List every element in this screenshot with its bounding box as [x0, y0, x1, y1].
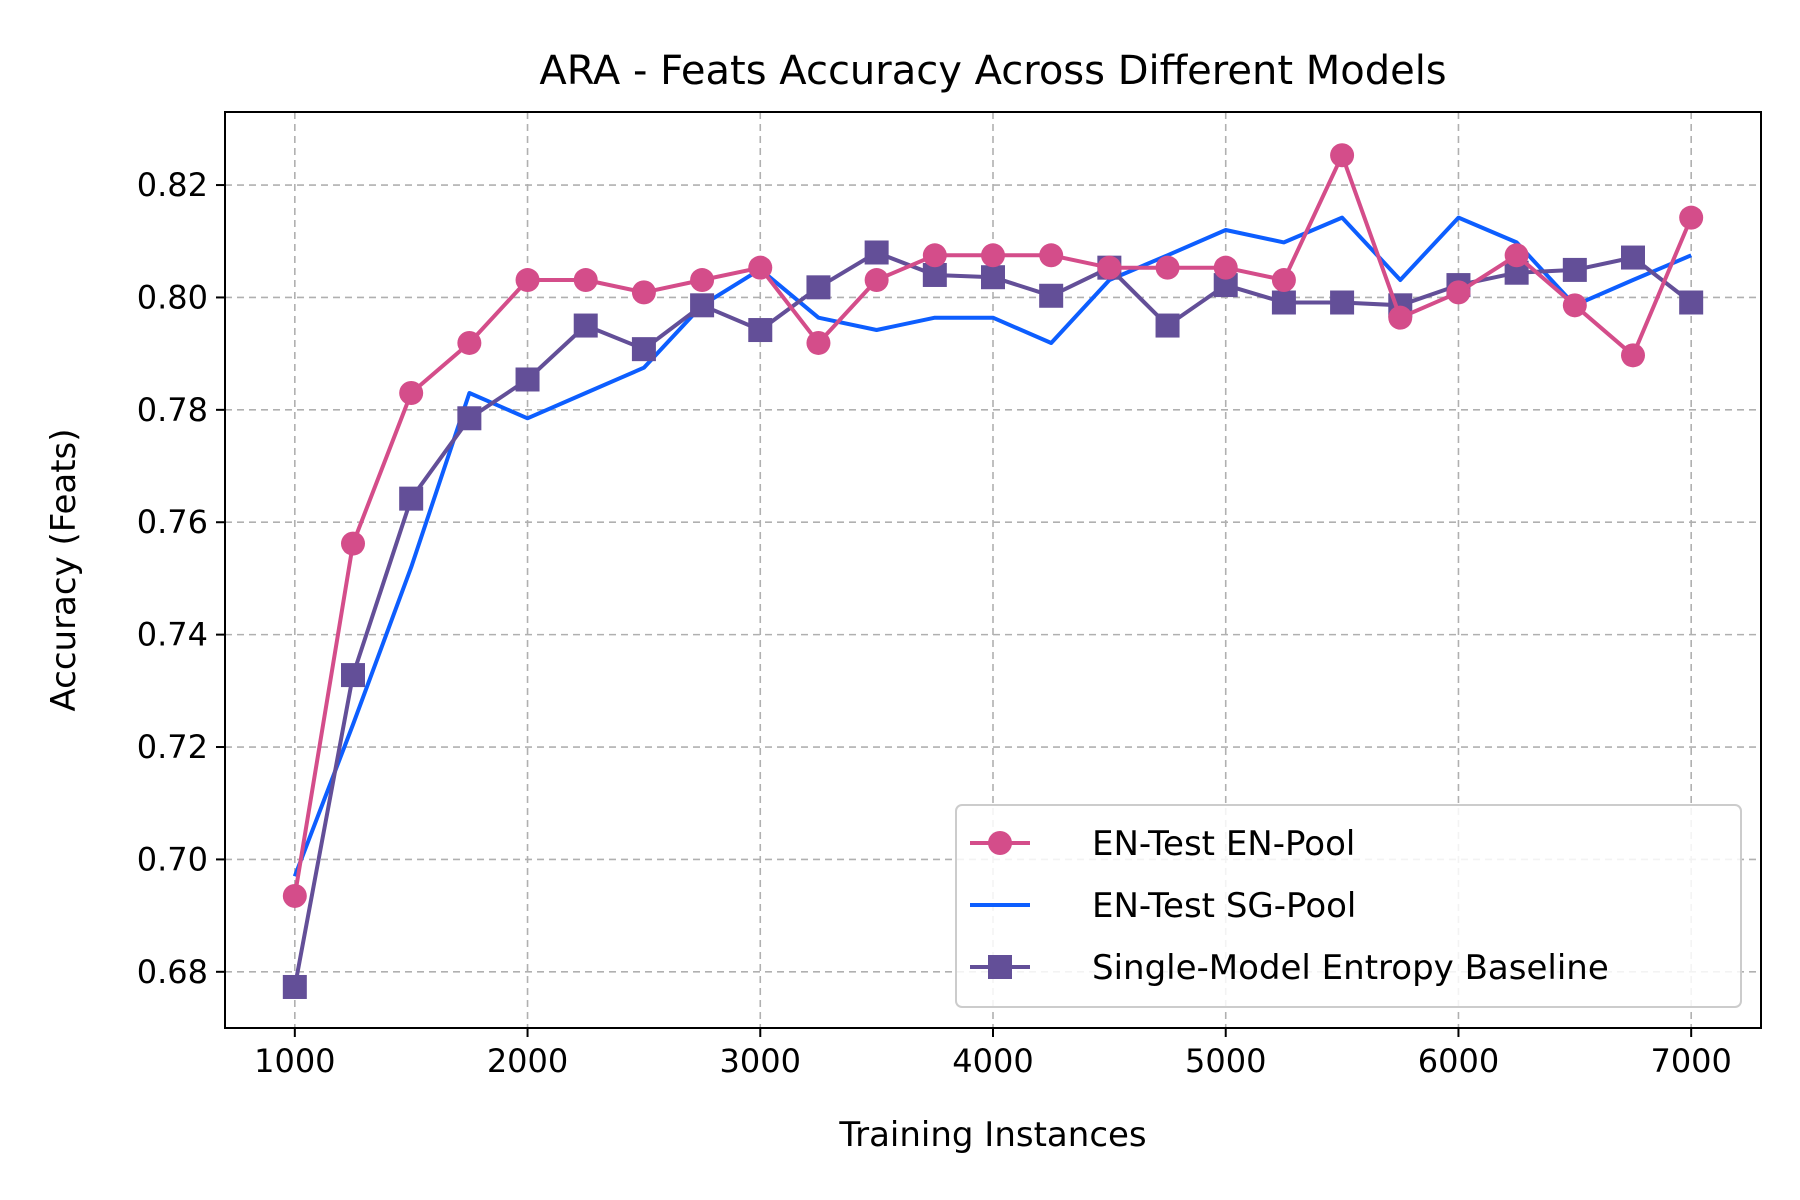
data-point: [1155, 313, 1180, 338]
data-point: [1155, 255, 1180, 280]
data-point: [1330, 290, 1355, 315]
legend: EN-Test EN-Pool EN-Test SG-Pool Single-Mod…: [955, 804, 1742, 1008]
x-tick-label: 5000: [1185, 1042, 1266, 1080]
data-point: [282, 883, 307, 908]
y-tick-label: 0.82: [137, 166, 208, 204]
data-point: [1621, 343, 1645, 368]
x-tick-label: 4000: [952, 1042, 1033, 1080]
data-point: [1562, 293, 1587, 318]
data-point: [515, 367, 540, 392]
series-2: [282, 240, 1704, 999]
data-point: [690, 268, 715, 293]
data-point: [282, 974, 307, 999]
grid-lines: [225, 112, 1761, 1028]
chart-title: ARA - Feats Accuracy Across Different Mo…: [539, 48, 1446, 94]
data-point: [573, 268, 598, 293]
data-point: [1271, 290, 1296, 315]
data-point: [1504, 243, 1529, 268]
data-point: [1388, 305, 1413, 330]
y-tick-label: 0.74: [137, 616, 208, 654]
data-point: [1097, 255, 1122, 280]
data-point: [864, 240, 889, 265]
data-point: [399, 380, 424, 405]
y-tick-label: 0.76: [137, 503, 208, 541]
legend-box: [955, 804, 1742, 1008]
legend-entries: EN-Test EN-Pool EN-Test SG-Pool Single-Mod…: [970, 824, 1609, 988]
y-tick-label: 0.72: [137, 728, 208, 766]
series-line: [292, 215, 1692, 878]
y-axis-ticks: 0.68 0.70 0.72 0.74 0.76 0.78 0.80 0.82: [137, 166, 225, 991]
x-tick-label: 2000: [487, 1042, 568, 1080]
data-point: [341, 663, 365, 688]
data-point: [457, 330, 482, 355]
y-tick-label: 0.78: [137, 391, 208, 429]
data-point: [1621, 245, 1645, 270]
x-axis-ticks: 1000 2000 3000 4000 5000 6000 7000: [254, 1028, 1732, 1080]
data-point: [981, 243, 1005, 268]
legend-label: EN-Test EN-Pool: [1092, 824, 1355, 864]
series-1: [292, 215, 1692, 878]
y-tick-label: 0.70: [137, 840, 208, 878]
legend-label: Single-Model Entropy Baseline: [1092, 948, 1609, 988]
data-point: [341, 531, 365, 556]
data-point: [690, 293, 715, 318]
data-point: [806, 330, 831, 355]
y-axis-label: Accuracy (Feats): [44, 428, 84, 711]
data-point: [1039, 283, 1064, 308]
data-point: [1562, 257, 1587, 282]
data-point: [806, 275, 831, 300]
data-point: [922, 243, 947, 268]
data-point: [1039, 243, 1064, 268]
y-tick-label: 0.68: [137, 953, 208, 991]
data-point: [1330, 143, 1355, 168]
data-point: [1446, 280, 1471, 305]
data-point: [631, 280, 656, 305]
data-point: [748, 255, 773, 280]
data-point: [1679, 205, 1704, 230]
series-layer: [282, 143, 1704, 999]
data-point: [457, 406, 482, 431]
data-point: [1213, 255, 1238, 280]
data-point: [399, 486, 424, 511]
legend-marker: [988, 831, 1012, 855]
data-point: [631, 337, 656, 362]
legend-marker: [988, 955, 1012, 979]
legend-label: EN-Test SG-Pool: [1092, 886, 1356, 926]
series-0: [282, 143, 1704, 908]
data-point: [1271, 268, 1296, 293]
x-tick-label: 3000: [720, 1042, 801, 1080]
data-point: [515, 268, 540, 293]
x-tick-label: 6000: [1418, 1042, 1499, 1080]
data-point: [748, 318, 773, 343]
x-tick-label: 7000: [1650, 1042, 1731, 1080]
data-point: [1679, 290, 1704, 315]
data-point: [864, 268, 889, 293]
data-point: [573, 313, 598, 338]
data-point: [981, 265, 1005, 290]
x-axis-label: Training Instances: [838, 1115, 1146, 1155]
x-tick-label: 1000: [254, 1042, 335, 1080]
y-tick-label: 0.80: [137, 278, 208, 316]
